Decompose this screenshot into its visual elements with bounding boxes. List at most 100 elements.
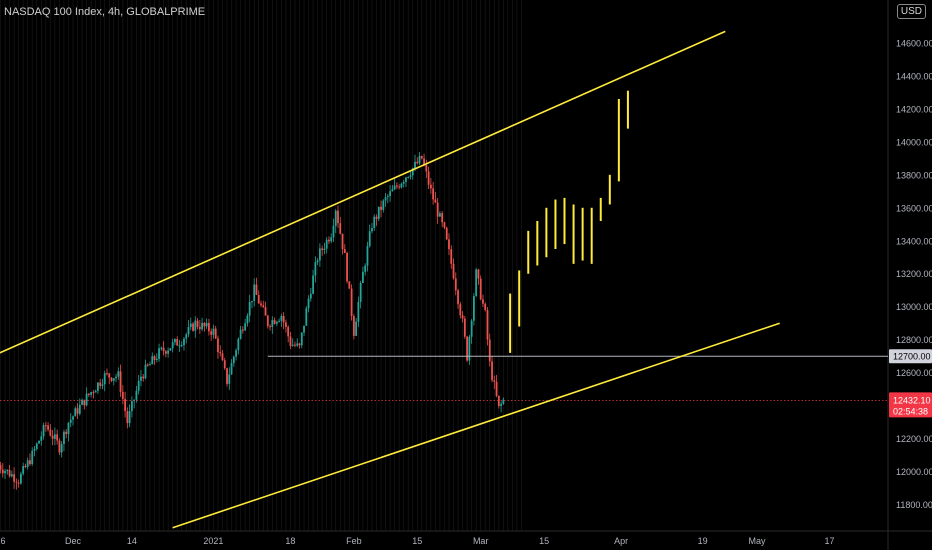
candle-body [33, 449, 36, 451]
candle-body [94, 390, 97, 393]
candle-body [298, 343, 301, 346]
candle-body [106, 373, 108, 375]
candle-body [56, 434, 59, 441]
candle-body [124, 399, 126, 412]
candle-body [359, 282, 362, 302]
candle-body [309, 293, 312, 299]
candle-body [42, 425, 45, 437]
candle-body [169, 348, 172, 351]
candle-body [162, 347, 165, 352]
candle-body [53, 434, 56, 439]
candle-body [418, 156, 421, 164]
candle-body [502, 399, 505, 404]
candle-body [285, 322, 287, 328]
candle-body [178, 345, 181, 347]
candle-body [348, 281, 351, 289]
countdown-label: 02:54:38 [893, 406, 928, 416]
candle-body [20, 473, 22, 484]
candle-body [445, 227, 448, 240]
candle-body [371, 228, 373, 232]
y-tick-label: 14200.00 [896, 104, 932, 114]
candle-body [328, 239, 330, 242]
candle-body [325, 239, 328, 249]
y-tick-label: 12600.00 [896, 368, 932, 378]
candle-body [99, 382, 102, 386]
candle-body [269, 326, 271, 328]
candle-body [425, 164, 428, 172]
candle-body [115, 376, 117, 379]
channel-line-lower [172, 322, 780, 529]
candle-body [40, 436, 43, 441]
candle-body [282, 315, 285, 323]
candle-body [201, 322, 204, 330]
candle-body [149, 364, 151, 366]
candle-body [205, 323, 208, 327]
candle-body [151, 356, 154, 365]
candle-body [289, 336, 292, 346]
candle-body [432, 188, 435, 200]
candle-body [24, 466, 27, 468]
candle-body [237, 338, 240, 351]
candle-body [405, 177, 407, 182]
candle-body [350, 288, 353, 317]
candle-body [355, 321, 358, 336]
candle-body [146, 364, 149, 366]
candle-body [144, 364, 147, 379]
candle-body [49, 429, 52, 436]
candle-body [167, 350, 170, 354]
candle-body [239, 329, 242, 339]
candle-body [63, 431, 65, 445]
last-price-tag [889, 392, 932, 418]
candle-body [10, 474, 13, 477]
candle-body [443, 222, 446, 228]
candle-body [78, 404, 81, 414]
candle-body [364, 265, 367, 272]
candle-body [330, 237, 333, 242]
candle-body [248, 302, 251, 316]
y-tick-label: 13000.00 [896, 302, 932, 312]
y-tick-label: 12800.00 [896, 335, 932, 345]
candle-body [4, 471, 6, 474]
candle-body [221, 353, 224, 361]
candle-body [362, 271, 364, 283]
currency-button[interactable]: USD [896, 4, 926, 19]
candle-body [135, 390, 138, 400]
candle-body [110, 377, 113, 381]
candle-body [26, 460, 29, 467]
candle-body [208, 323, 210, 332]
candle-body [255, 284, 258, 295]
candle-body [51, 435, 54, 439]
candle-body [140, 376, 142, 381]
candle-body [164, 351, 167, 354]
candle-body [375, 216, 378, 219]
candle-body [341, 233, 344, 250]
candle-body [380, 206, 382, 210]
y-tick-label: 13400.00 [896, 236, 932, 246]
candle-body [280, 315, 283, 321]
candle-body [307, 298, 310, 309]
candle-body [314, 262, 317, 276]
candle-body [60, 444, 63, 453]
candle-body [219, 352, 222, 354]
candle-body [470, 320, 473, 337]
candle-body [337, 210, 339, 224]
y-tick-label: 14000.00 [896, 137, 932, 147]
candle-body [482, 299, 484, 304]
candle-body [475, 269, 478, 297]
candle-body [312, 275, 314, 294]
x-tick-label: 17 [825, 536, 835, 546]
x-tick-label: May [749, 536, 767, 546]
candle-body [90, 392, 93, 395]
candle-body [171, 342, 174, 349]
candle-body [473, 296, 475, 321]
candle-body [452, 263, 455, 279]
candle-body [303, 325, 305, 333]
candle-body [15, 481, 18, 483]
x-tick-label: Dec [65, 536, 82, 546]
candle-body [158, 348, 160, 359]
candle-body [441, 213, 444, 223]
y-tick-label: 11800.00 [896, 500, 932, 510]
candle-body [81, 399, 83, 405]
level-price-label: 12700.00 [893, 352, 931, 362]
